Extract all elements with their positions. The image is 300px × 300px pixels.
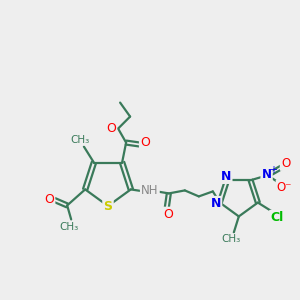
Text: O: O — [44, 193, 54, 206]
Text: N: N — [211, 197, 221, 210]
Text: O⁻: O⁻ — [277, 181, 292, 194]
Text: +: + — [268, 165, 277, 175]
Text: CH₃: CH₃ — [221, 234, 241, 244]
Text: N: N — [262, 168, 272, 181]
Text: O: O — [106, 122, 116, 135]
Text: O: O — [163, 208, 173, 221]
Text: S: S — [103, 200, 112, 214]
Text: NH: NH — [141, 184, 159, 197]
Text: Cl: Cl — [270, 211, 284, 224]
Text: O: O — [281, 157, 290, 170]
Text: O: O — [140, 136, 150, 149]
Text: CH₃: CH₃ — [70, 135, 89, 145]
Text: N: N — [221, 170, 231, 183]
Text: CH₃: CH₃ — [59, 222, 79, 233]
